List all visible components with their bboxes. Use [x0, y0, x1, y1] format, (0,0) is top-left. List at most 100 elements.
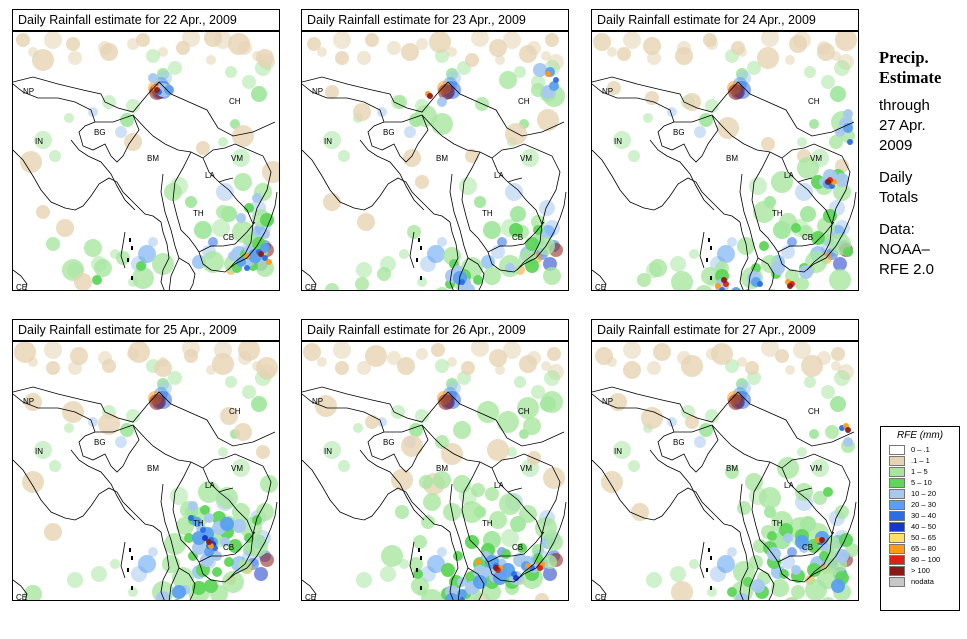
rain-cell: [797, 157, 819, 179]
coastline: [699, 231, 705, 269]
rain-cell: [825, 425, 839, 439]
rain-cell: [204, 32, 222, 47]
rain-cell: [401, 43, 419, 61]
country-label-ch: CH: [518, 407, 530, 416]
rain-cell: [251, 86, 267, 102]
rain-cell: [206, 539, 212, 545]
legend-swatch: [889, 533, 905, 543]
rain-cell: [830, 86, 846, 102]
rain-cell: [829, 269, 851, 290]
rain-cell: [260, 553, 274, 567]
rainfall-map: NP CH IN BG BM VM LA TH CB CE: [12, 31, 280, 291]
rain-cell: [595, 347, 613, 365]
rain-cell: [438, 394, 454, 410]
rain-cell: [441, 563, 455, 577]
legend-swatch: [889, 577, 905, 587]
rain-cell: [647, 361, 661, 375]
border-line: [487, 561, 525, 583]
rain-cell: [437, 237, 447, 247]
rain-cell: [525, 237, 539, 251]
rain-cell: [819, 551, 829, 561]
rain-cell: [487, 439, 509, 461]
country-label-cb: CB: [802, 543, 813, 552]
island: [127, 258, 129, 262]
legend-item: 20 – 30: [881, 499, 959, 510]
rain-cell: [671, 581, 693, 600]
rainfall-day-layer: [307, 32, 565, 290]
rain-cell: [232, 221, 254, 243]
rain-cell: [645, 91, 659, 105]
map-svg: NP CH IN BG BM VM LA TH CB CE: [592, 342, 858, 600]
rain-cell: [847, 139, 853, 145]
rain-cell: [218, 447, 228, 457]
rain-cell: [387, 351, 401, 365]
coastline: [449, 531, 459, 600]
panel-title: Daily Rainfall estimate for 24 Apr., 200…: [591, 9, 859, 31]
rain-cell: [391, 405, 405, 419]
map-svg: NP CH IN BG BM VM LA TH CB CE: [13, 342, 278, 600]
panel-title: Daily Rainfall estimate for 25 Apr., 200…: [12, 319, 280, 341]
rain-cell: [517, 397, 539, 419]
rain-cell: [156, 591, 170, 600]
rain-cell: [525, 563, 531, 569]
rain-cell: [251, 396, 267, 412]
country-label-bm: BM: [726, 154, 738, 163]
rain-cell: [202, 251, 224, 273]
panel-title: Daily Rainfall estimate for 22 Apr., 200…: [12, 9, 280, 31]
rain-cell: [543, 267, 561, 285]
rain-cell: [429, 32, 451, 53]
rain-cell: [747, 61, 761, 75]
border-line: [160, 173, 180, 290]
rain-cell: [164, 533, 186, 555]
rain-cell: [811, 459, 829, 477]
rain-cell: [751, 263, 761, 273]
rain-cell: [809, 119, 819, 129]
rain-cell: [409, 423, 423, 437]
rain-cell: [549, 81, 559, 91]
rain-cell: [238, 342, 260, 361]
border-line: [202, 157, 254, 225]
rain-cell: [799, 225, 813, 239]
rain-cell: [431, 343, 445, 357]
rain-cell: [236, 257, 246, 267]
rain-cell: [242, 385, 256, 399]
rain-cell: [637, 273, 651, 287]
legend-swatch: [889, 566, 905, 576]
sidebar-totals-line1: Daily: [879, 169, 913, 186]
rain-cell: [757, 47, 779, 69]
rain-cell: [335, 51, 349, 65]
rain-cell: [236, 213, 246, 223]
border-line: [507, 487, 523, 493]
rain-cell: [835, 32, 857, 51]
coastline: [302, 459, 451, 533]
rain-cell: [185, 196, 197, 208]
border-line: [78, 114, 140, 163]
country-label-vm: VM: [231, 154, 243, 163]
rain-cell: [785, 365, 795, 375]
country-label-bg: BG: [383, 128, 395, 137]
rain-cell: [244, 203, 254, 213]
rain-cell: [100, 43, 118, 61]
legend-swatch: [889, 522, 905, 532]
rain-cell: [317, 357, 327, 367]
rain-cell: [833, 257, 847, 271]
rain-cell: [244, 533, 254, 543]
rain-cell: [14, 342, 36, 363]
legend-label: 50 – 65: [911, 533, 937, 542]
rain-cell: [845, 427, 851, 433]
rain-cell: [24, 393, 42, 411]
sidebar-data-line1: Data:: [879, 221, 915, 238]
rain-cell: [728, 394, 744, 410]
country-labels: NP CH IN BG BM VM LA TH CB CE: [305, 397, 532, 600]
island: [129, 548, 131, 552]
rain-cell: [188, 515, 194, 521]
rain-cell: [154, 359, 172, 377]
legend-swatch: [889, 467, 905, 477]
rain-cell: [485, 487, 499, 501]
coastline: [739, 221, 749, 290]
legend-label: 0 – .1: [911, 445, 930, 454]
rain-cell: [541, 51, 551, 61]
rain-cell: [521, 149, 539, 167]
rain-cell: [717, 555, 735, 573]
border-line: [797, 177, 813, 183]
